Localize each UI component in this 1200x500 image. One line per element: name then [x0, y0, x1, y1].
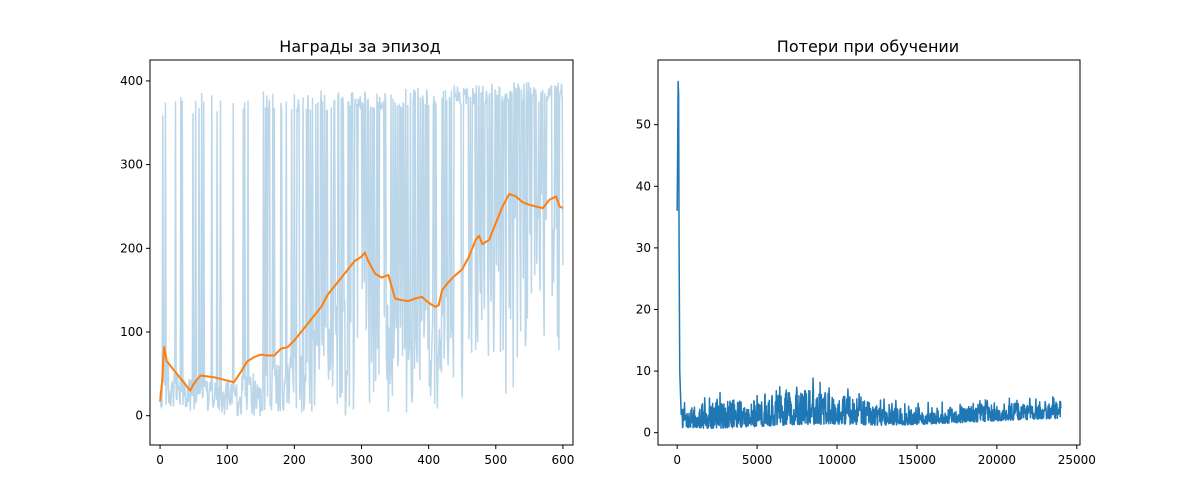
- x-tick-label: 25000: [1058, 453, 1096, 467]
- rewards-x-axis: 0 100 200 300 400 500 600: [156, 445, 574, 467]
- loss-plot-area: [676, 80, 1062, 430]
- loss-x-axis: 0 5000 10000 15000 20000 25000: [673, 445, 1096, 467]
- x-tick-label: 100: [216, 453, 239, 467]
- x-tick-label: 600: [551, 453, 574, 467]
- y-tick-label: 300: [120, 158, 143, 172]
- loss-axes-frame: [657, 59, 1081, 446]
- x-tick-label: 300: [350, 453, 373, 467]
- y-tick-label: 10: [636, 364, 651, 378]
- y-tick-label: 0: [135, 409, 143, 423]
- rewards-y-axis: 0 100 200 300 400: [120, 74, 150, 423]
- x-tick-label: 200: [283, 453, 306, 467]
- x-tick-label: 20000: [978, 453, 1016, 467]
- x-tick-label: 500: [484, 453, 507, 467]
- x-tick-label: 10000: [818, 453, 856, 467]
- y-tick-label: 40: [636, 179, 651, 193]
- x-tick-label: 400: [417, 453, 440, 467]
- raw-rewards-series: [159, 82, 564, 417]
- x-tick-label: 0: [673, 453, 681, 467]
- loss-y-axis: 0 10 20 30 40 50: [636, 118, 658, 440]
- rewards-chart-title: Награды за эпизод: [279, 37, 440, 56]
- x-tick-label: 5000: [742, 453, 773, 467]
- y-tick-label: 30: [636, 241, 651, 255]
- y-tick-label: 100: [120, 325, 143, 339]
- x-tick-label: 15000: [898, 453, 936, 467]
- y-tick-label: 0: [643, 426, 651, 440]
- y-tick-label: 50: [636, 118, 651, 132]
- loss-chart-title: Потери при обучении: [777, 37, 959, 56]
- loss-chart: Потери при обучении 0 5000 10000 15000 20000…: [636, 37, 1096, 467]
- rewards-plot-area: [159, 82, 564, 417]
- rewards-chart: Награды за эпизод 0 100 200 300 400 500 600 0 1…: [120, 37, 574, 467]
- y-tick-label: 20: [636, 302, 651, 316]
- y-tick-label: 200: [120, 241, 143, 255]
- moving-average-series: [159, 192, 564, 402]
- x-tick-label: 0: [156, 453, 164, 467]
- y-tick-label: 400: [120, 74, 143, 88]
- training-loss-series: [676, 80, 1062, 430]
